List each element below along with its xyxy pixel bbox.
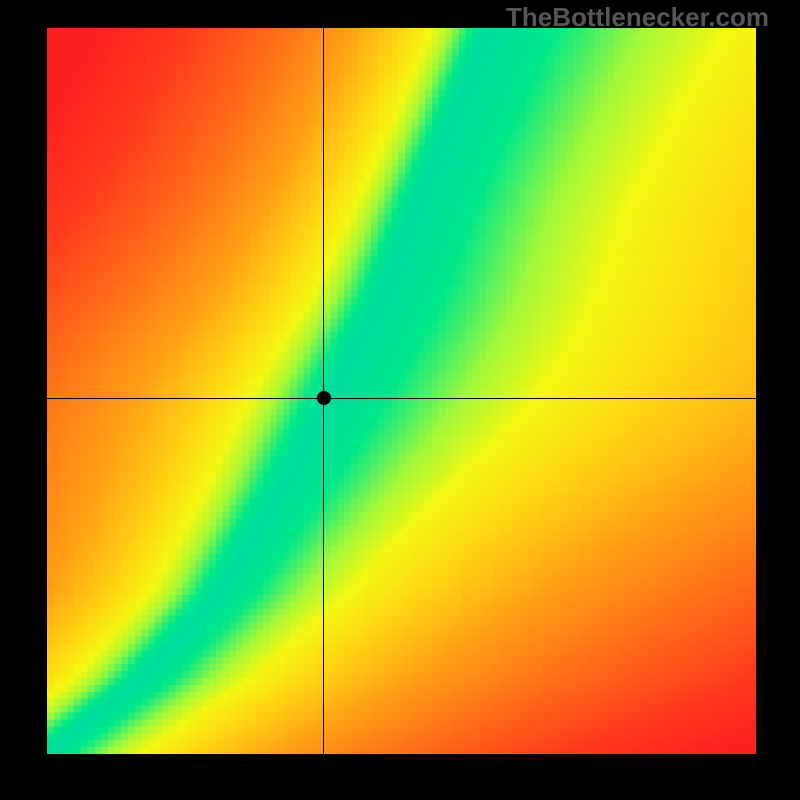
crosshair-dot [317, 391, 331, 405]
crosshair-horizontal [47, 398, 756, 399]
heatmap-canvas [47, 28, 756, 754]
watermark-text: TheBottlenecker.com [506, 2, 769, 33]
figure-root: TheBottlenecker.com [0, 0, 800, 800]
plot-area [47, 28, 756, 754]
